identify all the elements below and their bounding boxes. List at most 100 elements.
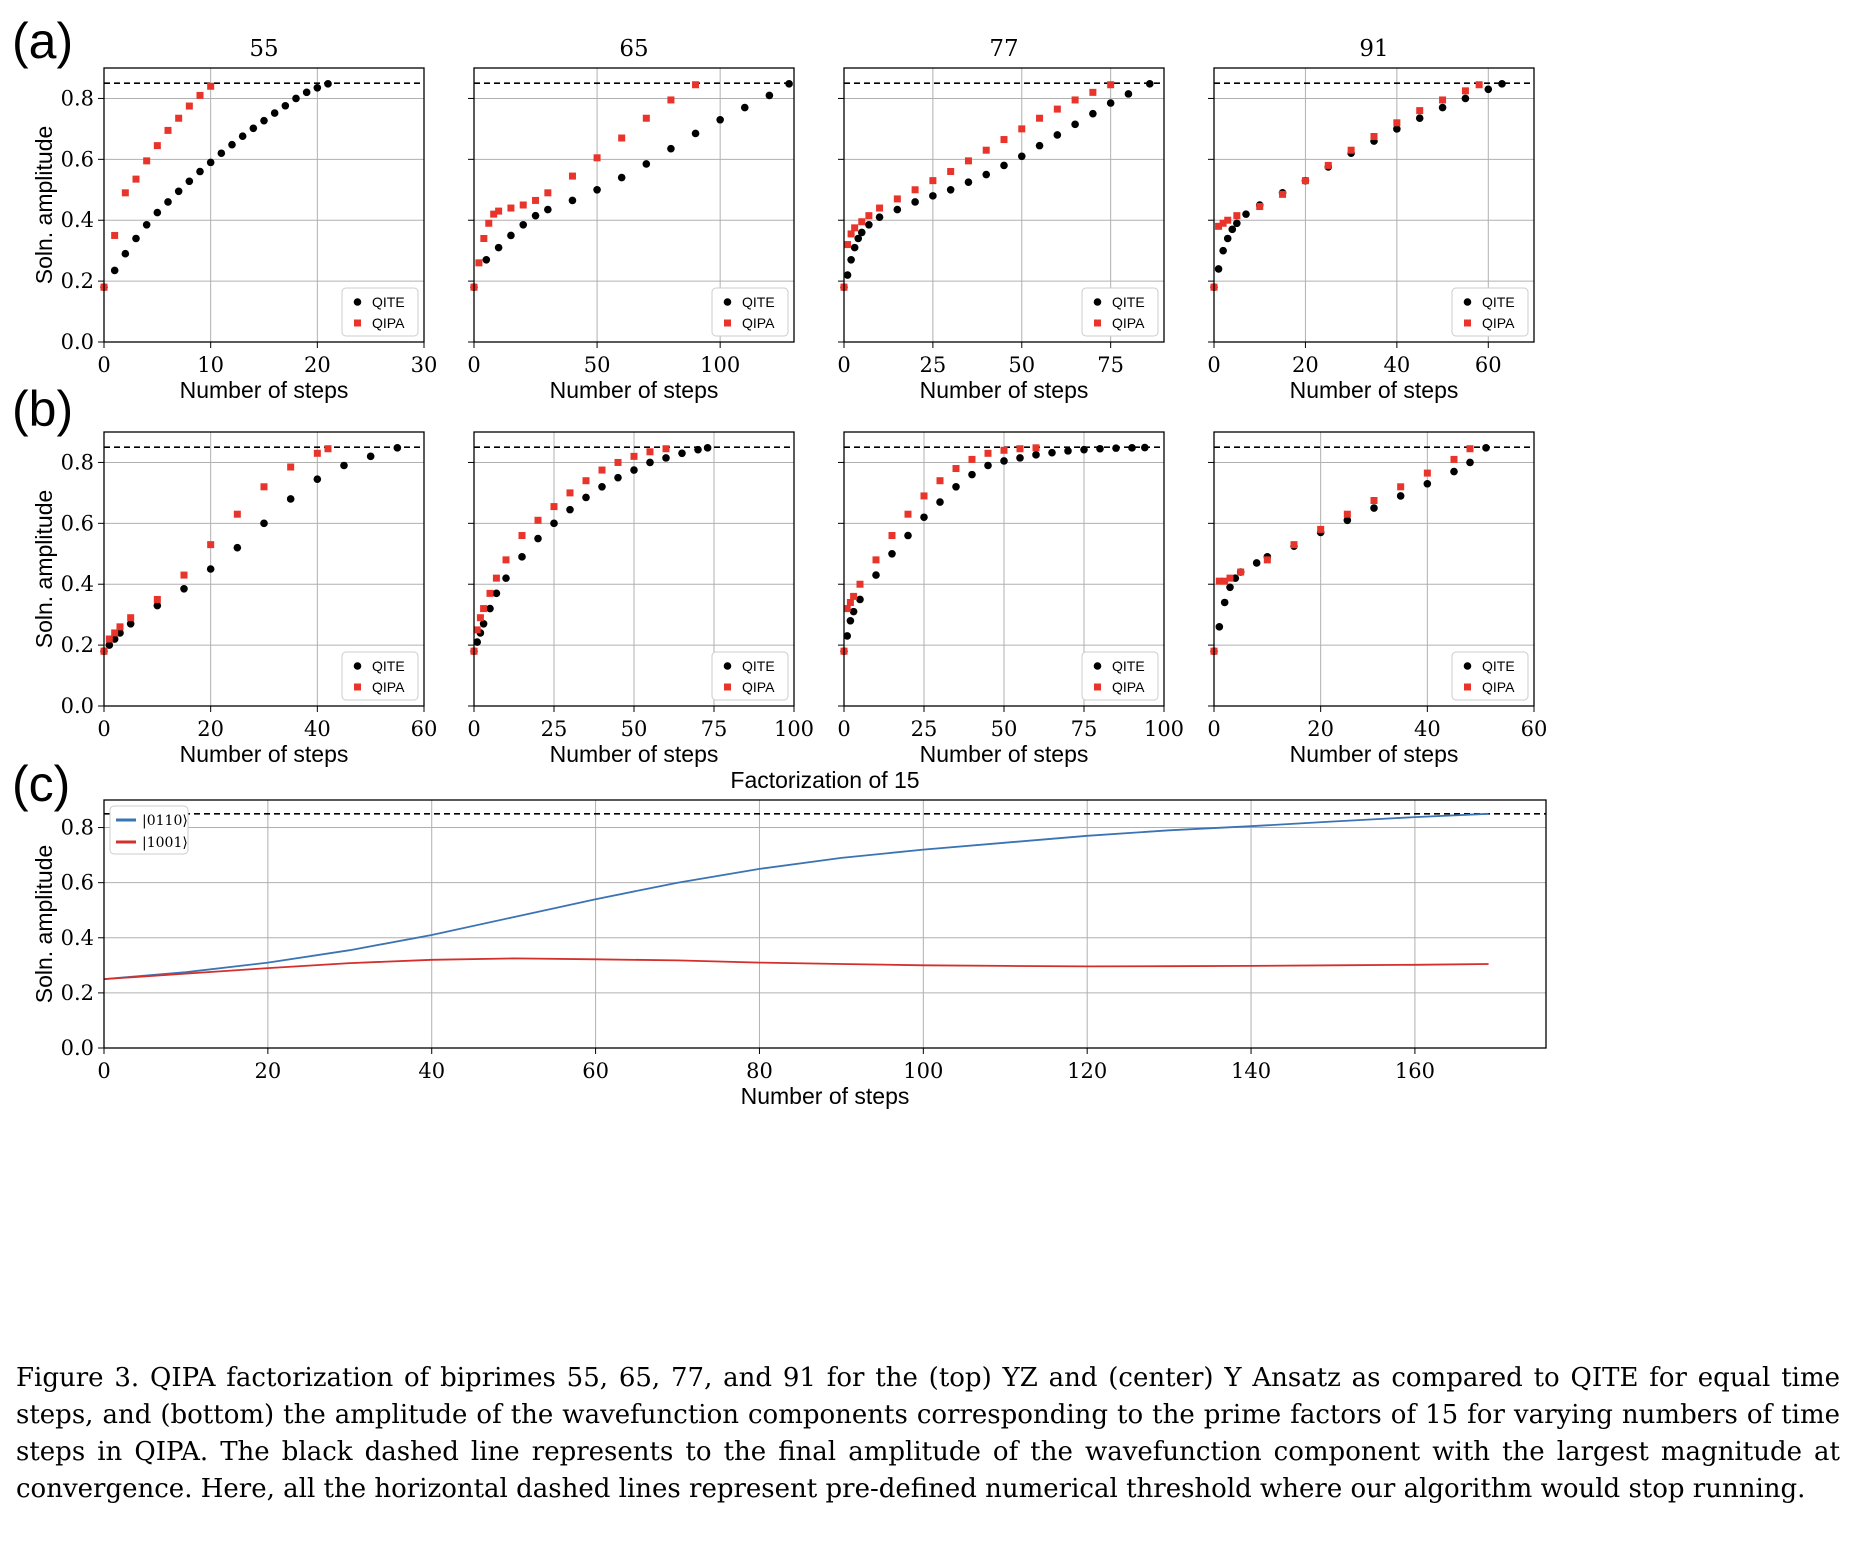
qipa-point — [1224, 216, 1232, 224]
qipa-point — [614, 458, 622, 466]
x-axis-label: Number of steps — [1290, 377, 1459, 403]
qipa-point — [964, 157, 972, 165]
qipa-point — [1324, 161, 1332, 169]
qite-point — [196, 167, 204, 176]
qite-point — [1226, 583, 1234, 592]
legend-qipa-marker — [724, 683, 731, 691]
qite-point — [566, 505, 574, 514]
qite-point — [324, 80, 332, 88]
x-tick-label: 25 — [911, 717, 938, 741]
qite-point — [1370, 504, 1378, 512]
chart-panel-a2: 0 50 100 65 Number of steps QITE QIPA — [467, 36, 795, 403]
qite-point — [174, 187, 183, 196]
qite-point — [142, 220, 151, 229]
x-axis-label: Number of steps — [920, 741, 1089, 767]
chart-title: 65 — [619, 36, 648, 62]
qipa-point — [1089, 88, 1097, 96]
qite-point — [849, 607, 858, 616]
axes-frame — [1213, 67, 1535, 343]
qite-point — [1461, 94, 1470, 103]
x-tick-label: 0 — [1207, 353, 1220, 377]
y-axis-label: Soln. amplitude — [31, 490, 57, 649]
qite-point — [691, 129, 700, 138]
qipa-point — [127, 614, 135, 622]
legend-label: QITE — [1112, 294, 1145, 310]
qite-point — [281, 101, 290, 110]
qipa-point — [164, 126, 172, 134]
legend-label: QITE — [372, 294, 405, 310]
qipa-point — [847, 230, 855, 238]
qite-point — [850, 243, 859, 252]
legend-qite-marker — [1093, 662, 1102, 670]
qipa-point — [843, 605, 851, 613]
qipa-point — [105, 635, 113, 643]
x-tick-label: 30 — [411, 353, 438, 377]
axes-frame — [103, 799, 1547, 1049]
qite-point — [854, 234, 863, 243]
qite-point — [968, 470, 976, 479]
qite-point — [260, 519, 268, 528]
qipa-point — [1370, 133, 1378, 140]
qite-point — [518, 553, 526, 561]
qipa-point — [473, 626, 481, 634]
qipa-point — [1466, 445, 1474, 453]
qipa-point — [175, 114, 183, 122]
qite-point — [494, 243, 503, 252]
chart-panel-b3: 0 25 50 75 100 Number of steps QITE QIPA — [837, 431, 1184, 767]
qite-point — [482, 255, 491, 264]
qipa-point — [480, 605, 488, 613]
x-tick-label: 75 — [1071, 717, 1098, 741]
qite-point — [1233, 219, 1241, 228]
qite-point — [1393, 125, 1401, 133]
qite-point — [1032, 451, 1040, 459]
qipa-point — [851, 224, 859, 232]
qipa-point — [490, 210, 498, 218]
legend-label: QIPA — [742, 679, 775, 695]
x-tick-label: 0 — [97, 717, 110, 741]
qite-point — [340, 461, 348, 470]
qite-point — [617, 173, 626, 182]
figure-canvas: 0 10 20 30 0.0 0.2 0.4 0.6 0.8 55 Number of steps S… — [31, 36, 1547, 1109]
qipa-point — [947, 168, 955, 176]
x-tick-label: 160 — [1395, 1059, 1435, 1083]
qipa-point — [550, 503, 558, 511]
legend-label: QIPA — [372, 679, 405, 695]
qipa-point — [116, 623, 124, 631]
qite-point — [313, 475, 322, 483]
legend-label: QITE — [742, 658, 775, 674]
x-axis-label: Number of steps — [741, 1083, 910, 1109]
x-tick-label: 80 — [746, 1059, 773, 1083]
qipa-point — [324, 445, 332, 453]
qite-point — [1498, 80, 1506, 88]
legend-label: QIPA — [742, 315, 775, 331]
qipa-point — [929, 177, 937, 185]
qite-point — [1071, 120, 1079, 129]
legend-label: QIPA — [372, 315, 405, 331]
qipa-point — [1215, 222, 1223, 230]
qipa-point — [1279, 190, 1287, 198]
qite-point — [984, 461, 992, 470]
qipa-point — [121, 189, 129, 197]
qite-point — [888, 549, 896, 558]
qipa-point — [1475, 81, 1483, 89]
qite-point — [164, 198, 172, 206]
qipa-point — [196, 91, 204, 99]
legend-label: QIPA — [1112, 315, 1145, 331]
qite-point — [847, 255, 855, 264]
qipa-point — [111, 231, 119, 239]
qite-point — [1466, 458, 1474, 467]
legend-qite-marker — [1093, 298, 1102, 306]
axes-frame — [843, 67, 1165, 343]
qipa-point — [260, 483, 268, 491]
qipa-point — [185, 102, 193, 110]
legend-qite-marker — [723, 298, 732, 306]
qite-point — [519, 220, 528, 229]
qipa-point — [287, 463, 295, 471]
qite-point — [1228, 225, 1237, 234]
qipa-point — [544, 189, 552, 197]
y-tick-label: 0.8 — [61, 86, 94, 110]
qite-point — [893, 205, 902, 214]
qipa-point — [936, 477, 944, 485]
qite-point — [593, 185, 601, 194]
qipa-point — [646, 448, 654, 456]
